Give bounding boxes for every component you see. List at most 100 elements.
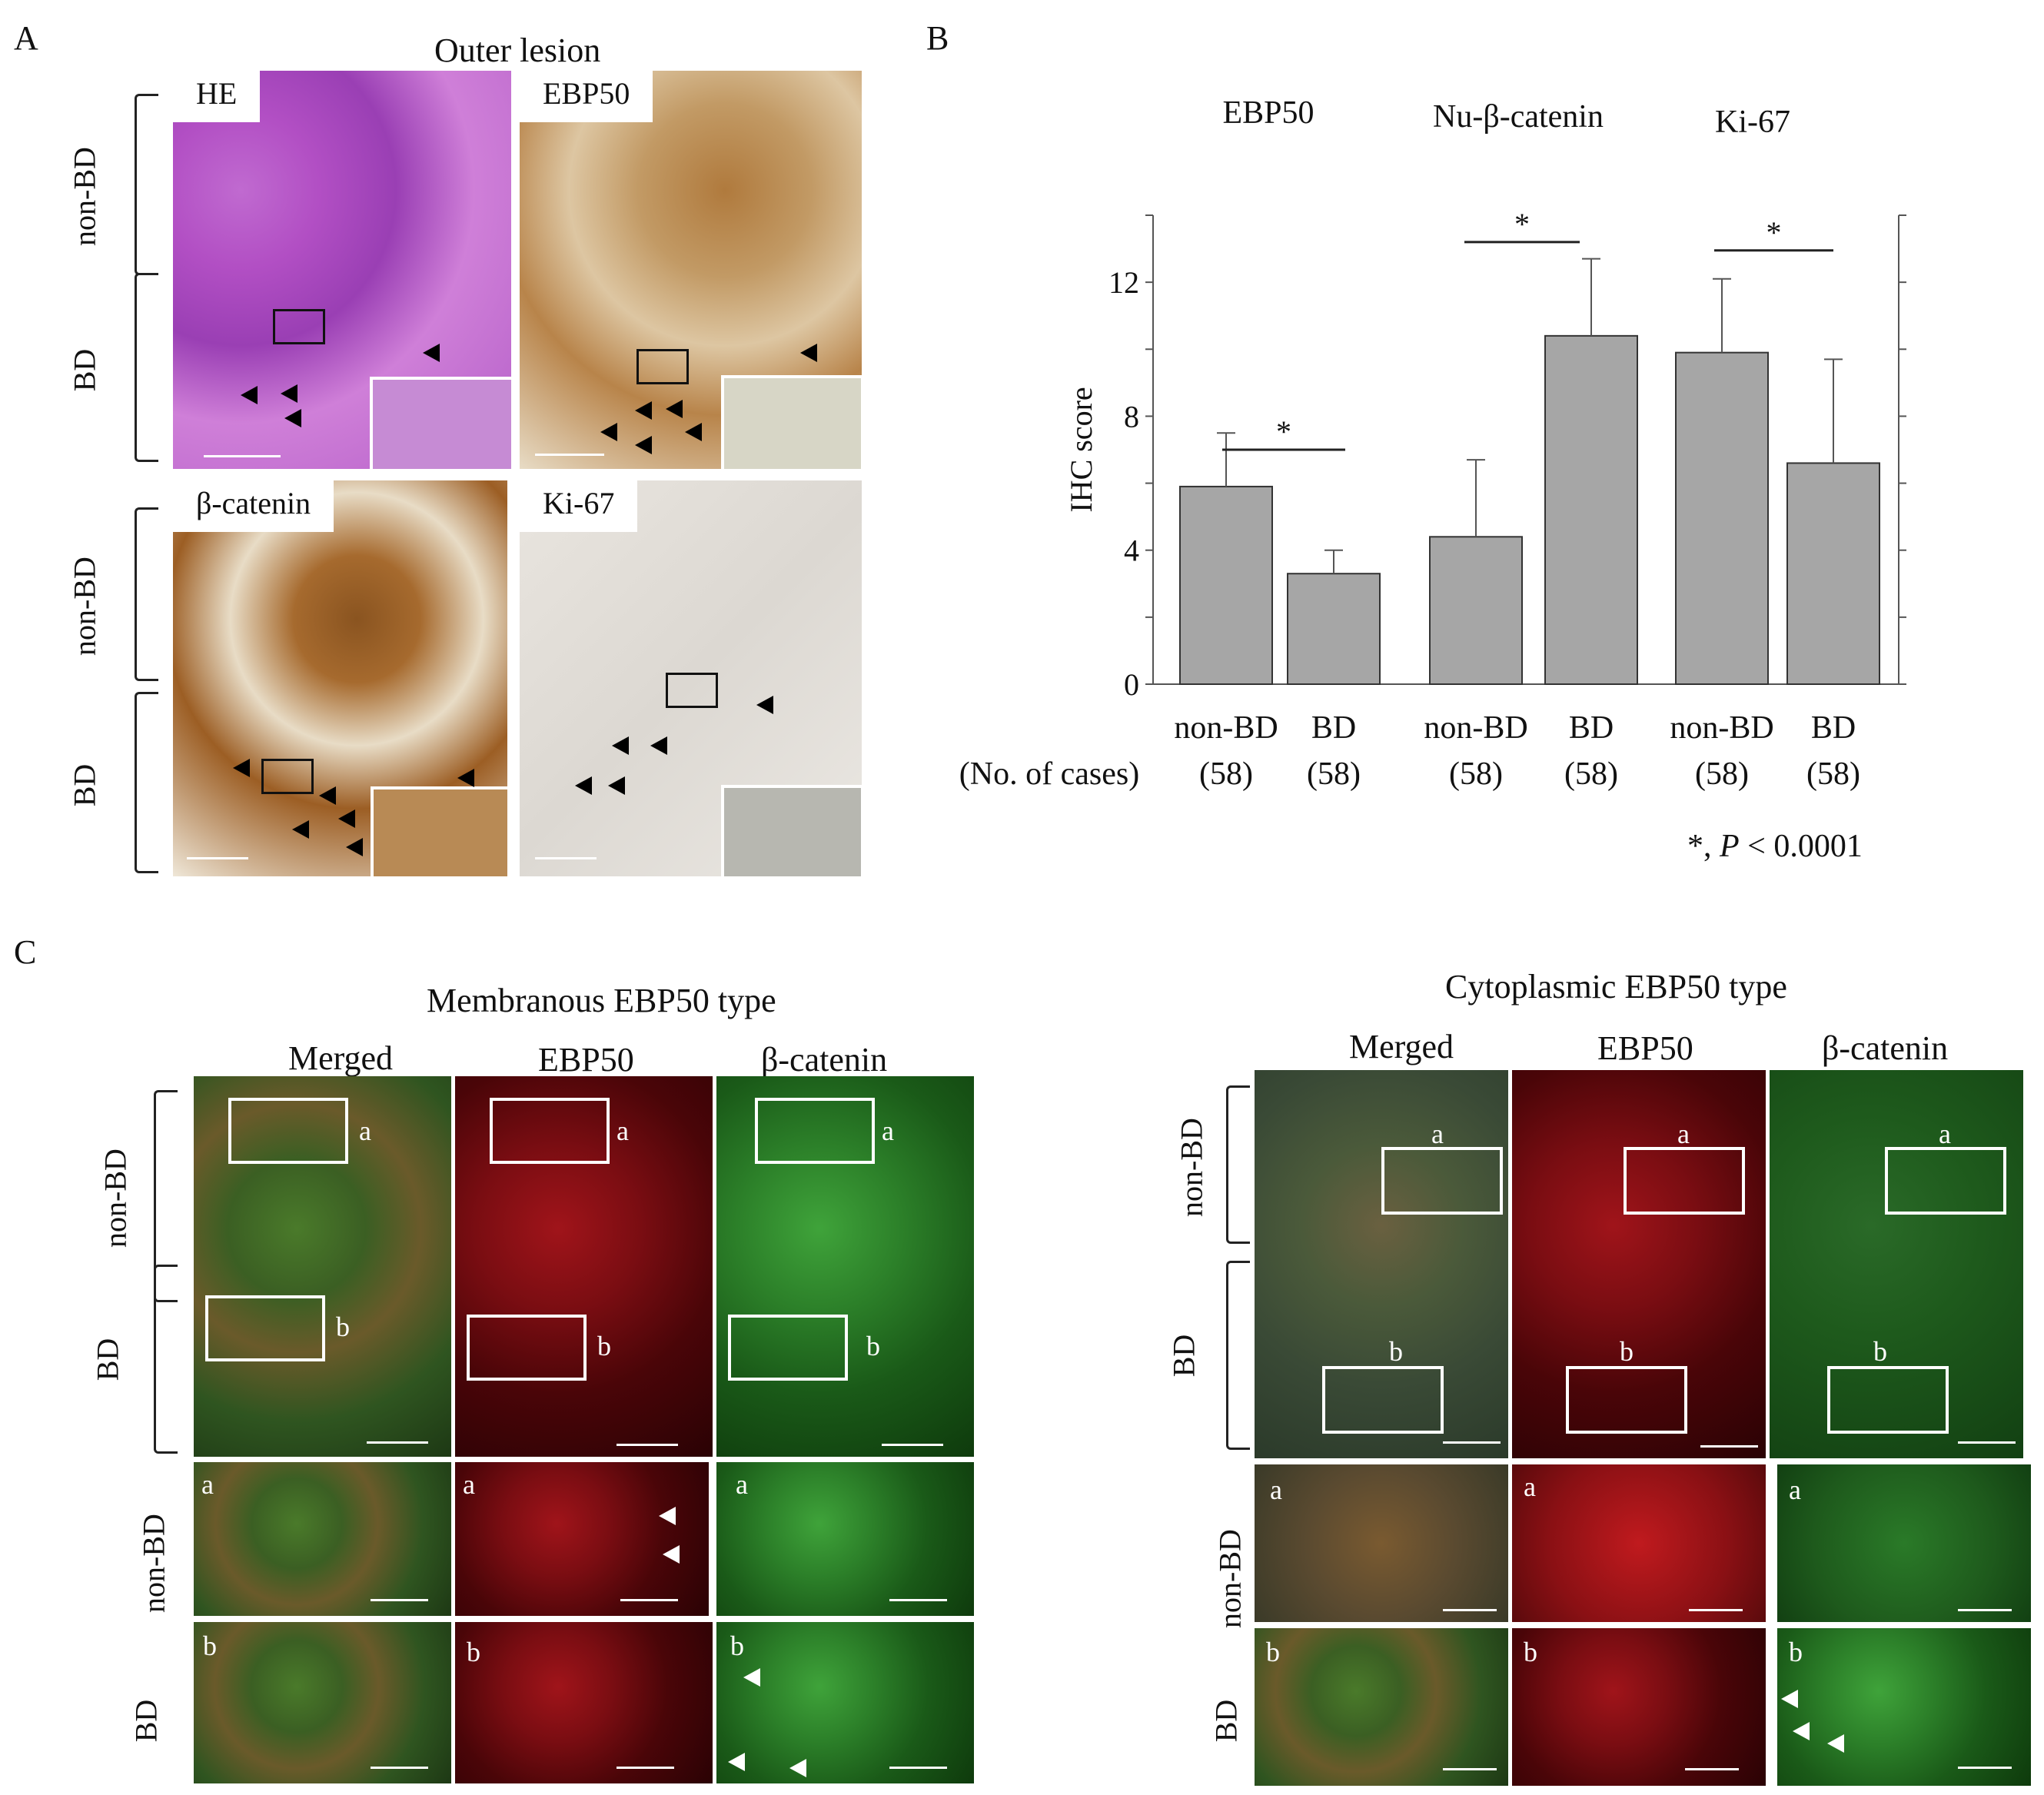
- brace-a-top-bd: [135, 273, 158, 462]
- ebp50-roi-box: [636, 349, 689, 384]
- bcatenin-ihc-image: β-catenin: [173, 480, 507, 876]
- col-label-left-merged: Merged: [288, 1039, 394, 1077]
- roi-label-a: a: [359, 1115, 371, 1146]
- bcatenin-arrowhead: [319, 786, 336, 805]
- category-label-0: non-BD: [1174, 710, 1278, 746]
- panel-a-letter: A: [14, 19, 38, 57]
- ki67-arrowhead: [612, 736, 629, 755]
- scale-bar: [1700, 1445, 1758, 1448]
- scale-bar: [617, 1444, 678, 1446]
- bcatenin-ihc-label: β-catenin: [173, 480, 334, 532]
- scale-bar: [371, 1767, 428, 1769]
- roi-box-b: [728, 1315, 848, 1381]
- significance-star-2: *: [1766, 215, 1782, 250]
- ki67-arrowhead: [650, 736, 667, 755]
- panel-c-letter: C: [14, 933, 37, 971]
- c-right-merged-zoom-b: b: [1255, 1628, 1508, 1786]
- scale-bar: [1443, 1441, 1501, 1444]
- roi-label-a: a: [1939, 1119, 1951, 1149]
- scale-bar: [889, 1767, 947, 1769]
- zoom-label-a: a: [463, 1469, 475, 1500]
- ebp50-arrowhead: [635, 401, 652, 420]
- y-tick-label: 12: [1108, 265, 1139, 300]
- row-label-c-left-bd-zoom: BD: [128, 1699, 164, 1743]
- row-label-a-nonbd-2: non-BD: [67, 557, 102, 656]
- y-axis-label: IHC score: [1064, 387, 1098, 512]
- bcatenin-inset: [371, 786, 507, 876]
- brace-a-bottom-nonbd: [135, 507, 158, 681]
- count-label-0: (58): [1199, 756, 1253, 792]
- zoom-label-b: b: [467, 1637, 480, 1667]
- ebp50-arrowhead: [666, 400, 683, 418]
- count-label-1: (58): [1307, 756, 1361, 792]
- ki67-inset: [721, 785, 862, 876]
- c-left-merged-image: a b: [194, 1076, 451, 1457]
- c-right-bcatenin-zoom-a: a: [1777, 1464, 2031, 1622]
- footnote: *, P < 0.0001: [1687, 830, 1863, 863]
- c-right-merged-zoom-a: a: [1255, 1464, 1508, 1622]
- scale-bar: [889, 1599, 947, 1601]
- white-arrowhead: [789, 1759, 806, 1777]
- c-left-bcatenin-image: a b: [716, 1076, 974, 1457]
- col-label-left-bcatenin: β-catenin: [761, 1041, 888, 1079]
- scale-bar: [620, 1599, 678, 1601]
- group-title-1: Nu-β-catenin: [1433, 99, 1604, 135]
- he-arrowhead: [281, 384, 297, 403]
- zoom-label-a: a: [1270, 1474, 1282, 1505]
- roi-label-b: b: [1389, 1336, 1403, 1367]
- scale-bar: [204, 455, 281, 457]
- zoom-label-b: b: [1789, 1637, 1803, 1667]
- scale-bar: [1689, 1609, 1743, 1611]
- white-arrowhead: [743, 1668, 760, 1687]
- row-label-c-right-bd-zoom: BD: [1208, 1699, 1244, 1743]
- category-label-4: non-BD: [1670, 710, 1773, 746]
- c-right-ebp50-zoom-b: b: [1512, 1628, 1766, 1786]
- white-arrowhead: [663, 1545, 680, 1564]
- he-arrowhead: [241, 386, 258, 404]
- bar-1: [1287, 573, 1381, 686]
- roi-label-b: b: [1873, 1336, 1887, 1367]
- c-right-ebp50-zoom-a: a: [1512, 1464, 1766, 1622]
- bar-2: [1429, 536, 1523, 685]
- group-title-0: EBP50: [1222, 95, 1314, 131]
- bar-5: [1786, 462, 1880, 685]
- bar-4: [1675, 351, 1769, 685]
- ihc-bar-chart: 0 4 8 12 IHC score non-BD (58) BD (58) non-BD (58)…: [959, 95, 1906, 792]
- c-right-bcatenin-image: a b: [1770, 1070, 2023, 1458]
- bcatenin-arrowhead: [457, 769, 474, 787]
- scale-bar: [1958, 1609, 2012, 1611]
- c-left-bcatenin-zoom-a: a: [716, 1462, 974, 1616]
- scale-bar: [617, 1767, 674, 1769]
- group-title-2: Ki-67: [1715, 105, 1790, 140]
- col-label-right-merged: Merged: [1349, 1028, 1454, 1065]
- panel-c-right-title: Cytoplasmic EBP50 type: [1445, 968, 1787, 1006]
- row-label-a-bd-2: BD: [67, 763, 102, 807]
- category-label-2: non-BD: [1424, 710, 1527, 746]
- scale-bar: [187, 857, 248, 859]
- bar-3: [1544, 334, 1638, 685]
- bcatenin-arrowhead: [346, 838, 363, 856]
- panel-a-title: Outer lesion: [434, 32, 601, 69]
- row-label-c-left-nonbd-zoom: non-BD: [136, 1514, 171, 1613]
- y-tick-label: 8: [1124, 399, 1139, 434]
- ebp50-inset: [721, 375, 862, 469]
- row-label-c-left-bd: BD: [90, 1338, 125, 1381]
- row-label-a-nonbd-1: non-BD: [67, 147, 102, 246]
- ebp50-ihc-label: EBP50: [520, 71, 653, 122]
- roi-box-b: [467, 1315, 587, 1381]
- roi-box-a: [1624, 1147, 1745, 1215]
- brace-c-left-nonbd: [154, 1090, 178, 1302]
- scale-bar: [1685, 1768, 1739, 1770]
- bcatenin-arrowhead: [233, 759, 250, 777]
- c-right-merged-image: a b: [1255, 1070, 1508, 1458]
- zoom-label-b: b: [203, 1630, 217, 1661]
- roi-box-b: [1322, 1366, 1444, 1434]
- roi-box-a: [1381, 1147, 1503, 1215]
- c-left-ebp50-zoom-a: a: [455, 1462, 709, 1616]
- ki67-arrowhead: [575, 776, 592, 795]
- category-label-5: BD: [1811, 710, 1856, 746]
- col-label-right-ebp50: EBP50: [1597, 1029, 1693, 1067]
- count-label-5: (58): [1806, 756, 1860, 792]
- scale-bar: [1958, 1441, 2016, 1444]
- he-roi-box: [273, 309, 325, 344]
